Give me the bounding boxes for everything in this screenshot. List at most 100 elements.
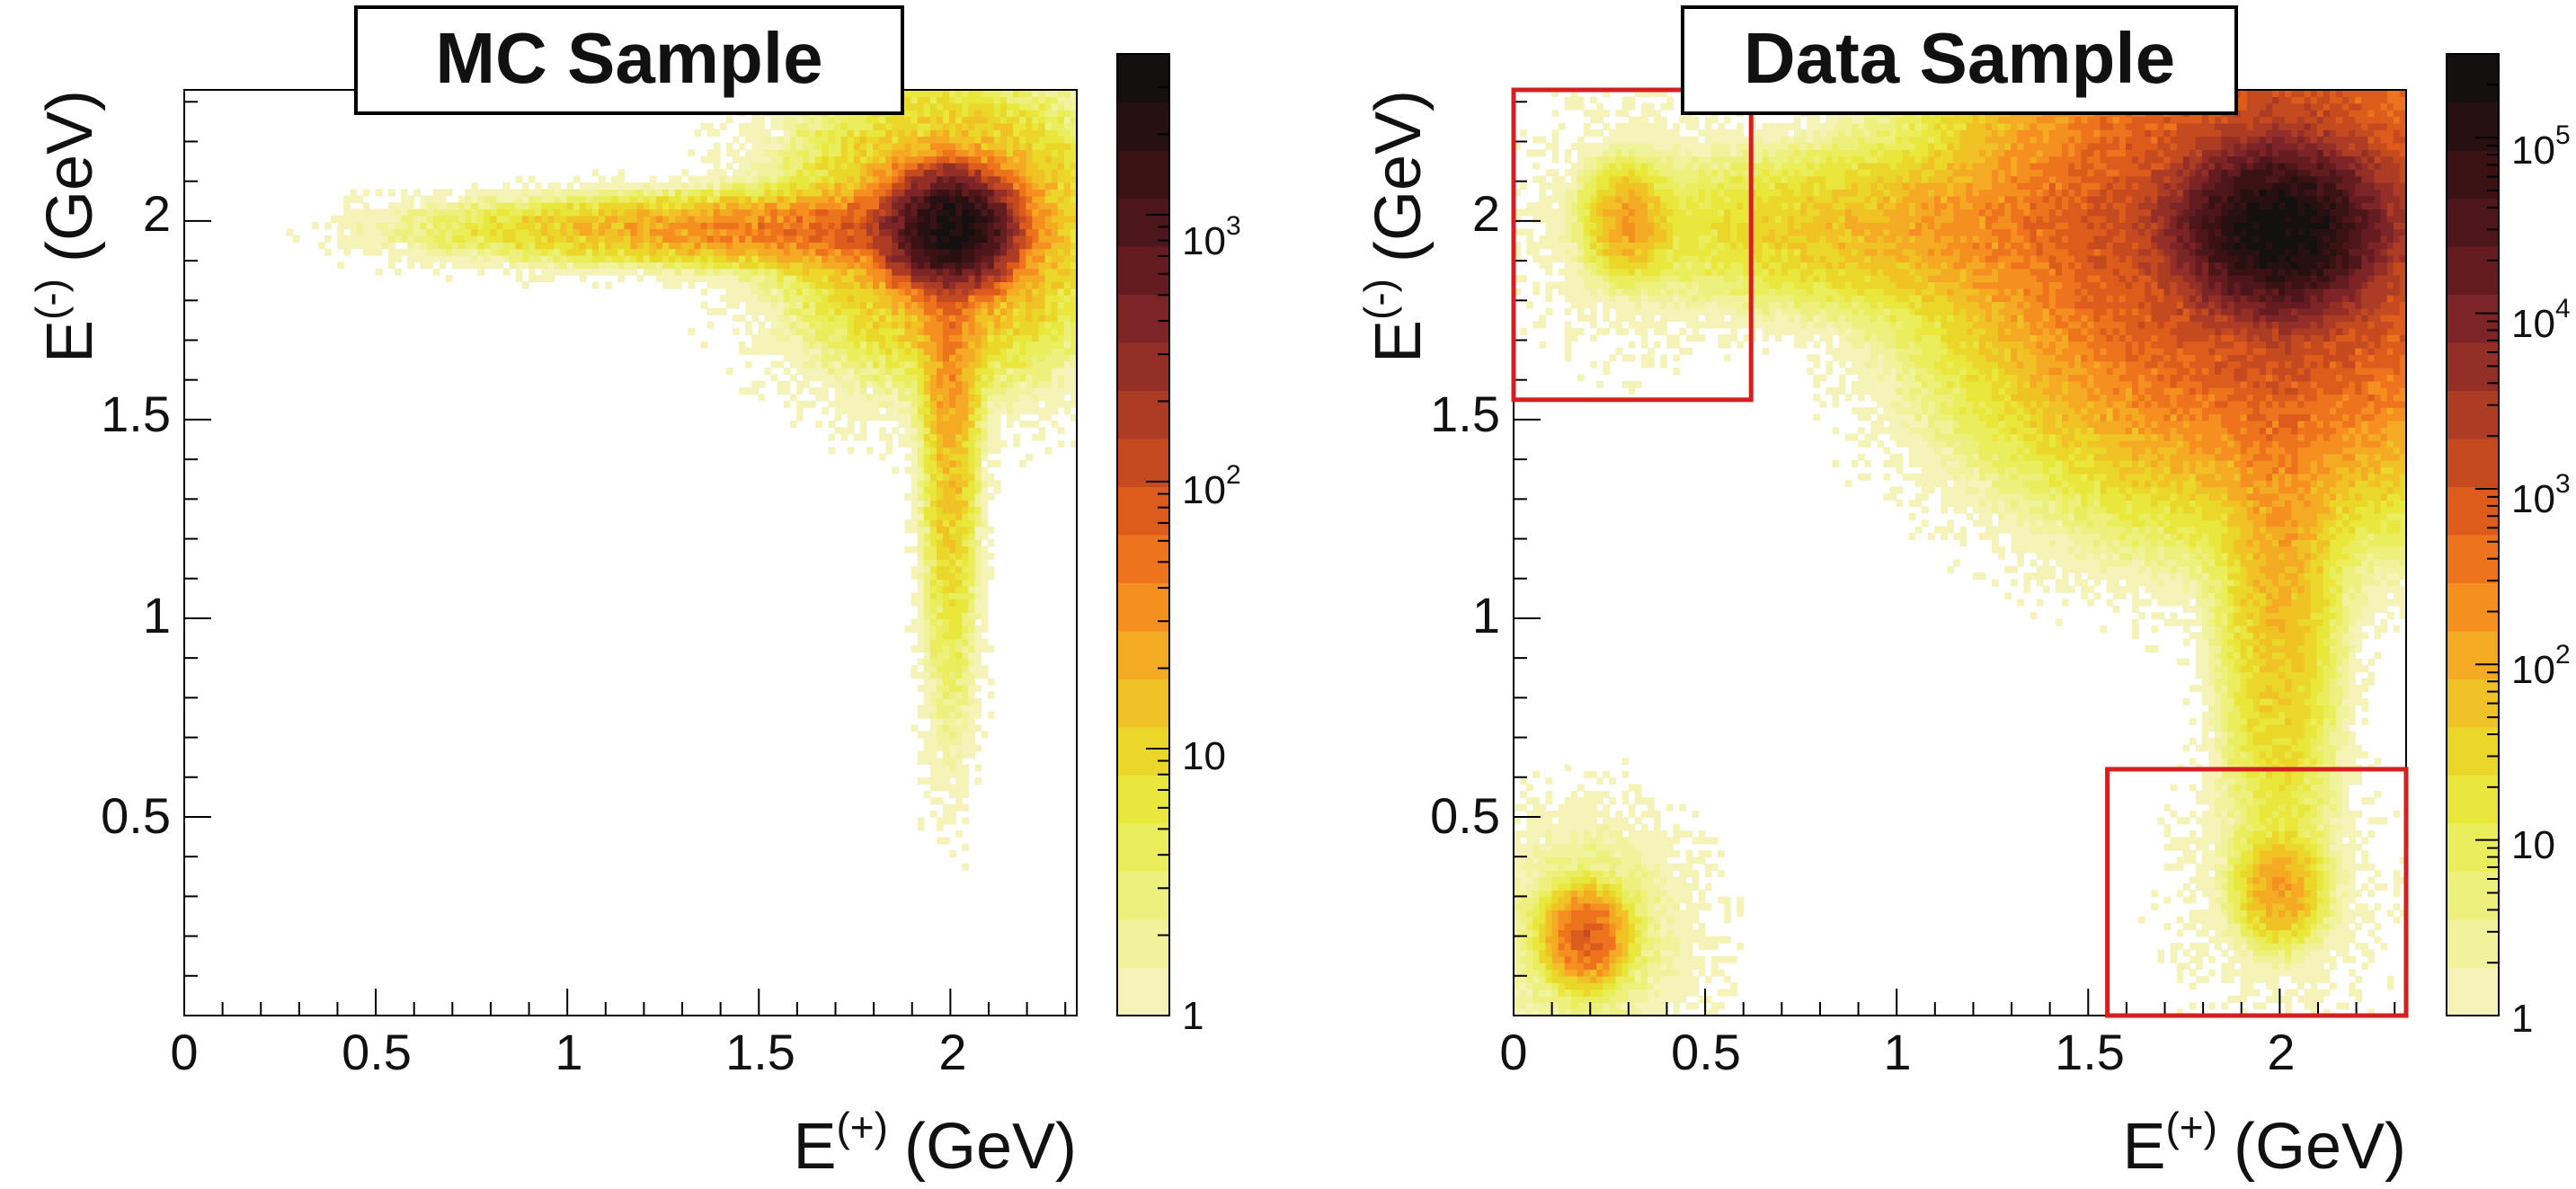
data-heatmap-cell [1584, 995, 1591, 1003]
mc-heatmap-cell [949, 605, 956, 613]
mc-heatmap-cell [937, 612, 944, 620]
mc-heatmap-cell [929, 96, 937, 104]
mc-heatmap-cell [999, 228, 1008, 236]
mc-heatmap-cell [968, 301, 976, 309]
data-heatmap-cell [1570, 929, 1578, 937]
mc-heatmap-cell [904, 136, 912, 144]
mc-heatmap-cell [949, 341, 956, 349]
data-heatmap-cell [1590, 262, 1597, 270]
mc-heatmap-cell [968, 711, 976, 719]
mc-heatmap-cell [630, 254, 638, 262]
mc-heatmap-cell [777, 228, 785, 236]
mc-heatmap-cell [649, 248, 657, 256]
mc-heatmap-cell [847, 374, 855, 382]
data-heatmap-cell [1539, 321, 1547, 329]
data-heatmap-cell [1539, 215, 1547, 223]
data-heatmap-cell [1603, 969, 1610, 977]
mc-heatmap-cell [847, 209, 855, 217]
mc-heatmap-cell [923, 500, 931, 508]
mc-heatmap-cell [981, 347, 989, 355]
mc-heatmap-cell [611, 189, 618, 197]
mc-heatmap-cell [987, 374, 995, 382]
mc-heatmap-cell [815, 295, 822, 303]
mc-heatmap-cell [547, 209, 555, 217]
data-heatmap-cell [1539, 242, 1547, 250]
mc-heatmap-cell [955, 407, 963, 415]
mc-heatmap-cell [943, 758, 950, 766]
mc-heatmap-cell [617, 182, 625, 190]
data-heatmap-cell [1577, 870, 1585, 878]
mc-heatmap-cell [803, 327, 810, 335]
data-heatmap-cell [1520, 870, 1527, 878]
mc-heatmap-cell [770, 189, 778, 197]
mc-heatmap-cell [1070, 295, 1078, 303]
mc-heatmap-cell [917, 307, 925, 315]
mc-heatmap-cell [675, 202, 682, 210]
mc-heatmap-cell [929, 347, 937, 355]
mc-heatmap-cell [1013, 439, 1020, 448]
mc-heatmap-cells [286, 90, 1078, 871]
mc-heatmap-cell [1063, 136, 1071, 144]
mc-heatmap-cell [962, 678, 969, 686]
mc-heatmap-cell [885, 281, 893, 289]
mc-heatmap-cell [1044, 90, 1053, 97]
mc-heatmap-cell [968, 705, 976, 713]
mc-heatmap-cell [993, 182, 1001, 190]
mc-heatmap-cell [733, 235, 740, 243]
mc-heatmap-cell [764, 347, 772, 355]
mc-heatmap-cell [987, 169, 995, 177]
mc-heatmap-cell [866, 182, 874, 190]
mc-heatmap-cell [898, 433, 906, 441]
data-heatmap-cell [1570, 268, 1578, 276]
mc-heatmap-cell [923, 618, 931, 626]
mc-heatmap-cell [764, 215, 772, 223]
data-heatmap-cell [1526, 989, 1533, 997]
mc-heatmap-cell [859, 129, 867, 138]
mc-heatmap-cell [745, 215, 752, 223]
data-heatmap-cell [1532, 995, 1540, 1003]
mc-heatmap-cell [968, 433, 976, 441]
mc-heatmap-cell [834, 275, 842, 282]
mc-heatmap-cell [751, 262, 759, 270]
mc-heatmap-cell [974, 565, 982, 573]
mc-heatmap-cell [866, 281, 874, 289]
data-heatmap-cell [1570, 142, 1578, 150]
mc-heatmap-cell [554, 262, 562, 270]
mc-heatmap-cell [739, 281, 746, 289]
mc-heatmap-cell [554, 242, 562, 250]
data-heatmap-cell [1590, 315, 1597, 323]
mc-heatmap-cell [713, 275, 721, 282]
mc-heatmap-cell [1007, 175, 1014, 183]
mc-heatmap-cell [847, 122, 855, 130]
mc-heatmap-cell [789, 248, 797, 256]
data-heatmap-cell [1590, 876, 1597, 884]
data-heatmap-cell [1564, 149, 1572, 157]
data-heatmap-cell [1577, 102, 1585, 111]
mc-heatmap-cell [617, 215, 625, 223]
mc-heatmap-cell [847, 182, 855, 190]
mc-heatmap-cell [751, 189, 759, 197]
mc-heatmap-cell [981, 354, 989, 362]
mc-heatmap-cell [809, 334, 816, 342]
mc-heatmap-cell [943, 315, 950, 323]
mc-heatmap-cell [873, 262, 880, 270]
mc-heatmap-cell [892, 182, 899, 190]
mc-heatmap-cell [1044, 394, 1053, 402]
data-heatmap-cell [1526, 876, 1533, 884]
mc-heatmap-cell [993, 486, 1001, 494]
mc-heatmap-cell [745, 254, 752, 262]
mc-heatmap-cell [509, 209, 517, 217]
mc-heatmap-cell [987, 268, 995, 276]
mc-heatmap-cell [873, 315, 880, 323]
mc-heatmap-cell [866, 142, 874, 150]
mc-colorbar-segment [1117, 439, 1169, 487]
mc-heatmap-cell [929, 717, 937, 725]
data-heatmap-cell [1545, 288, 1553, 296]
mc-heatmap-cell [853, 209, 861, 217]
mc-heatmap-cell [1019, 407, 1026, 415]
mc-heatmap-cell [1038, 102, 1046, 111]
mc-heatmap-cell [962, 90, 969, 97]
mc-heatmap-cell [529, 195, 536, 203]
mc-heatmap-cell [694, 248, 702, 256]
mc-heatmap-cell [605, 228, 612, 236]
